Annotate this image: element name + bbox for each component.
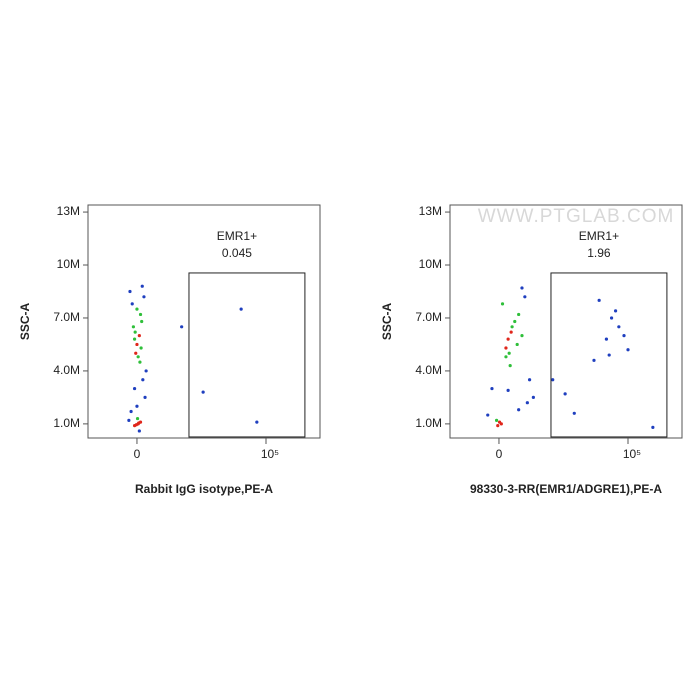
event-dot (138, 312, 143, 317)
event-dot (132, 337, 137, 341)
gate-label: EMR1+ (579, 229, 619, 243)
event-dot (144, 369, 148, 373)
event-dot (135, 342, 139, 347)
event-dot (137, 334, 141, 338)
event-dot (510, 325, 514, 329)
event-dot (609, 316, 614, 320)
event-dot (626, 348, 630, 352)
event-dot (604, 337, 609, 341)
event-dot (137, 429, 141, 433)
event-dot (134, 423, 138, 427)
gate-percent: 0.045 (222, 246, 252, 260)
event-dot (130, 302, 134, 306)
event-dot (597, 298, 601, 302)
event-dot (622, 334, 626, 338)
event-dot (617, 325, 621, 329)
event-dot (201, 390, 205, 394)
event-dot (255, 420, 259, 424)
event-dot (613, 309, 618, 313)
x-tick-label: 0 (496, 447, 503, 461)
event-dot (139, 346, 143, 350)
event-dot (506, 388, 510, 392)
event-dot (239, 307, 243, 311)
event-dot (506, 337, 510, 341)
gate-label: EMR1+ (217, 229, 257, 243)
y-axis-label: SSC-A (18, 303, 32, 341)
gate-percent: 1.96 (587, 246, 611, 260)
event-dot (504, 355, 508, 359)
event-dot (523, 295, 527, 299)
event-dot (592, 358, 596, 362)
x-tick-label: 10⁵ (261, 447, 279, 461)
plot-frame (449, 204, 683, 439)
event-dot (486, 413, 490, 417)
event-dot (572, 411, 576, 415)
event-dot (504, 346, 508, 350)
event-dot (551, 378, 555, 382)
event-dot (496, 424, 500, 428)
event-dot (135, 416, 140, 421)
event-dot (513, 319, 517, 324)
event-dot (607, 353, 611, 357)
gate (188, 272, 306, 438)
event-dot (508, 364, 512, 368)
event-dot (509, 330, 513, 334)
event-dot (531, 395, 535, 400)
event-dot (490, 386, 494, 391)
x-tick-label: 10⁵ (623, 447, 641, 461)
plot-frame (87, 204, 321, 439)
event-dot (138, 360, 142, 364)
event-dot (520, 286, 524, 290)
event-dot (563, 392, 567, 396)
y-tick-label: 10M (57, 257, 80, 271)
event-dot (137, 421, 141, 425)
event-dot (140, 319, 144, 324)
event-dot (129, 409, 133, 414)
y-tick-label: 1.0M (415, 416, 442, 430)
y-tick-label: 7.0M (415, 310, 442, 324)
event-dot (136, 355, 140, 359)
y-tick-label: 13M (419, 204, 442, 218)
y-tick-label: 13M (57, 204, 80, 218)
event-dot (527, 378, 532, 382)
event-dot (180, 325, 184, 329)
event-dot (128, 289, 132, 294)
y-tick-label: 4.0M (53, 363, 80, 377)
event-dot (517, 408, 521, 412)
event-dot (494, 418, 499, 422)
event-dot (517, 312, 521, 317)
event-dot (135, 307, 139, 311)
event-dot (133, 330, 137, 334)
event-dot (500, 302, 505, 306)
event-dot (142, 295, 146, 299)
watermark: WWW.PTGLAB.COM (478, 206, 675, 227)
y-tick-label: 10M (419, 257, 442, 271)
y-axis-label: SSC-A (380, 303, 394, 341)
event-dot (134, 351, 138, 355)
event-dot (140, 284, 144, 288)
x-tick-label: 0 (134, 447, 141, 461)
event-dot (497, 420, 502, 424)
y-tick-label: 4.0M (415, 363, 442, 377)
event-dot (141, 378, 145, 382)
gate (550, 272, 668, 438)
event-dot (127, 418, 131, 422)
y-tick-label: 7.0M (53, 310, 80, 324)
event-dot (132, 386, 137, 391)
x-axis-label: Rabbit IgG isotype,PE-A (135, 482, 273, 496)
event-dot (515, 342, 519, 347)
x-axis-label: 98330-3-RR(EMR1/ADGRE1),PE-A (470, 482, 662, 496)
event-dot (520, 334, 524, 338)
event-dot (131, 325, 135, 329)
event-dot (507, 351, 511, 355)
event-dot (143, 395, 147, 400)
event-dot (525, 401, 529, 405)
y-tick-label: 1.0M (53, 416, 80, 430)
event-dot (651, 425, 655, 430)
event-dot (135, 404, 139, 408)
